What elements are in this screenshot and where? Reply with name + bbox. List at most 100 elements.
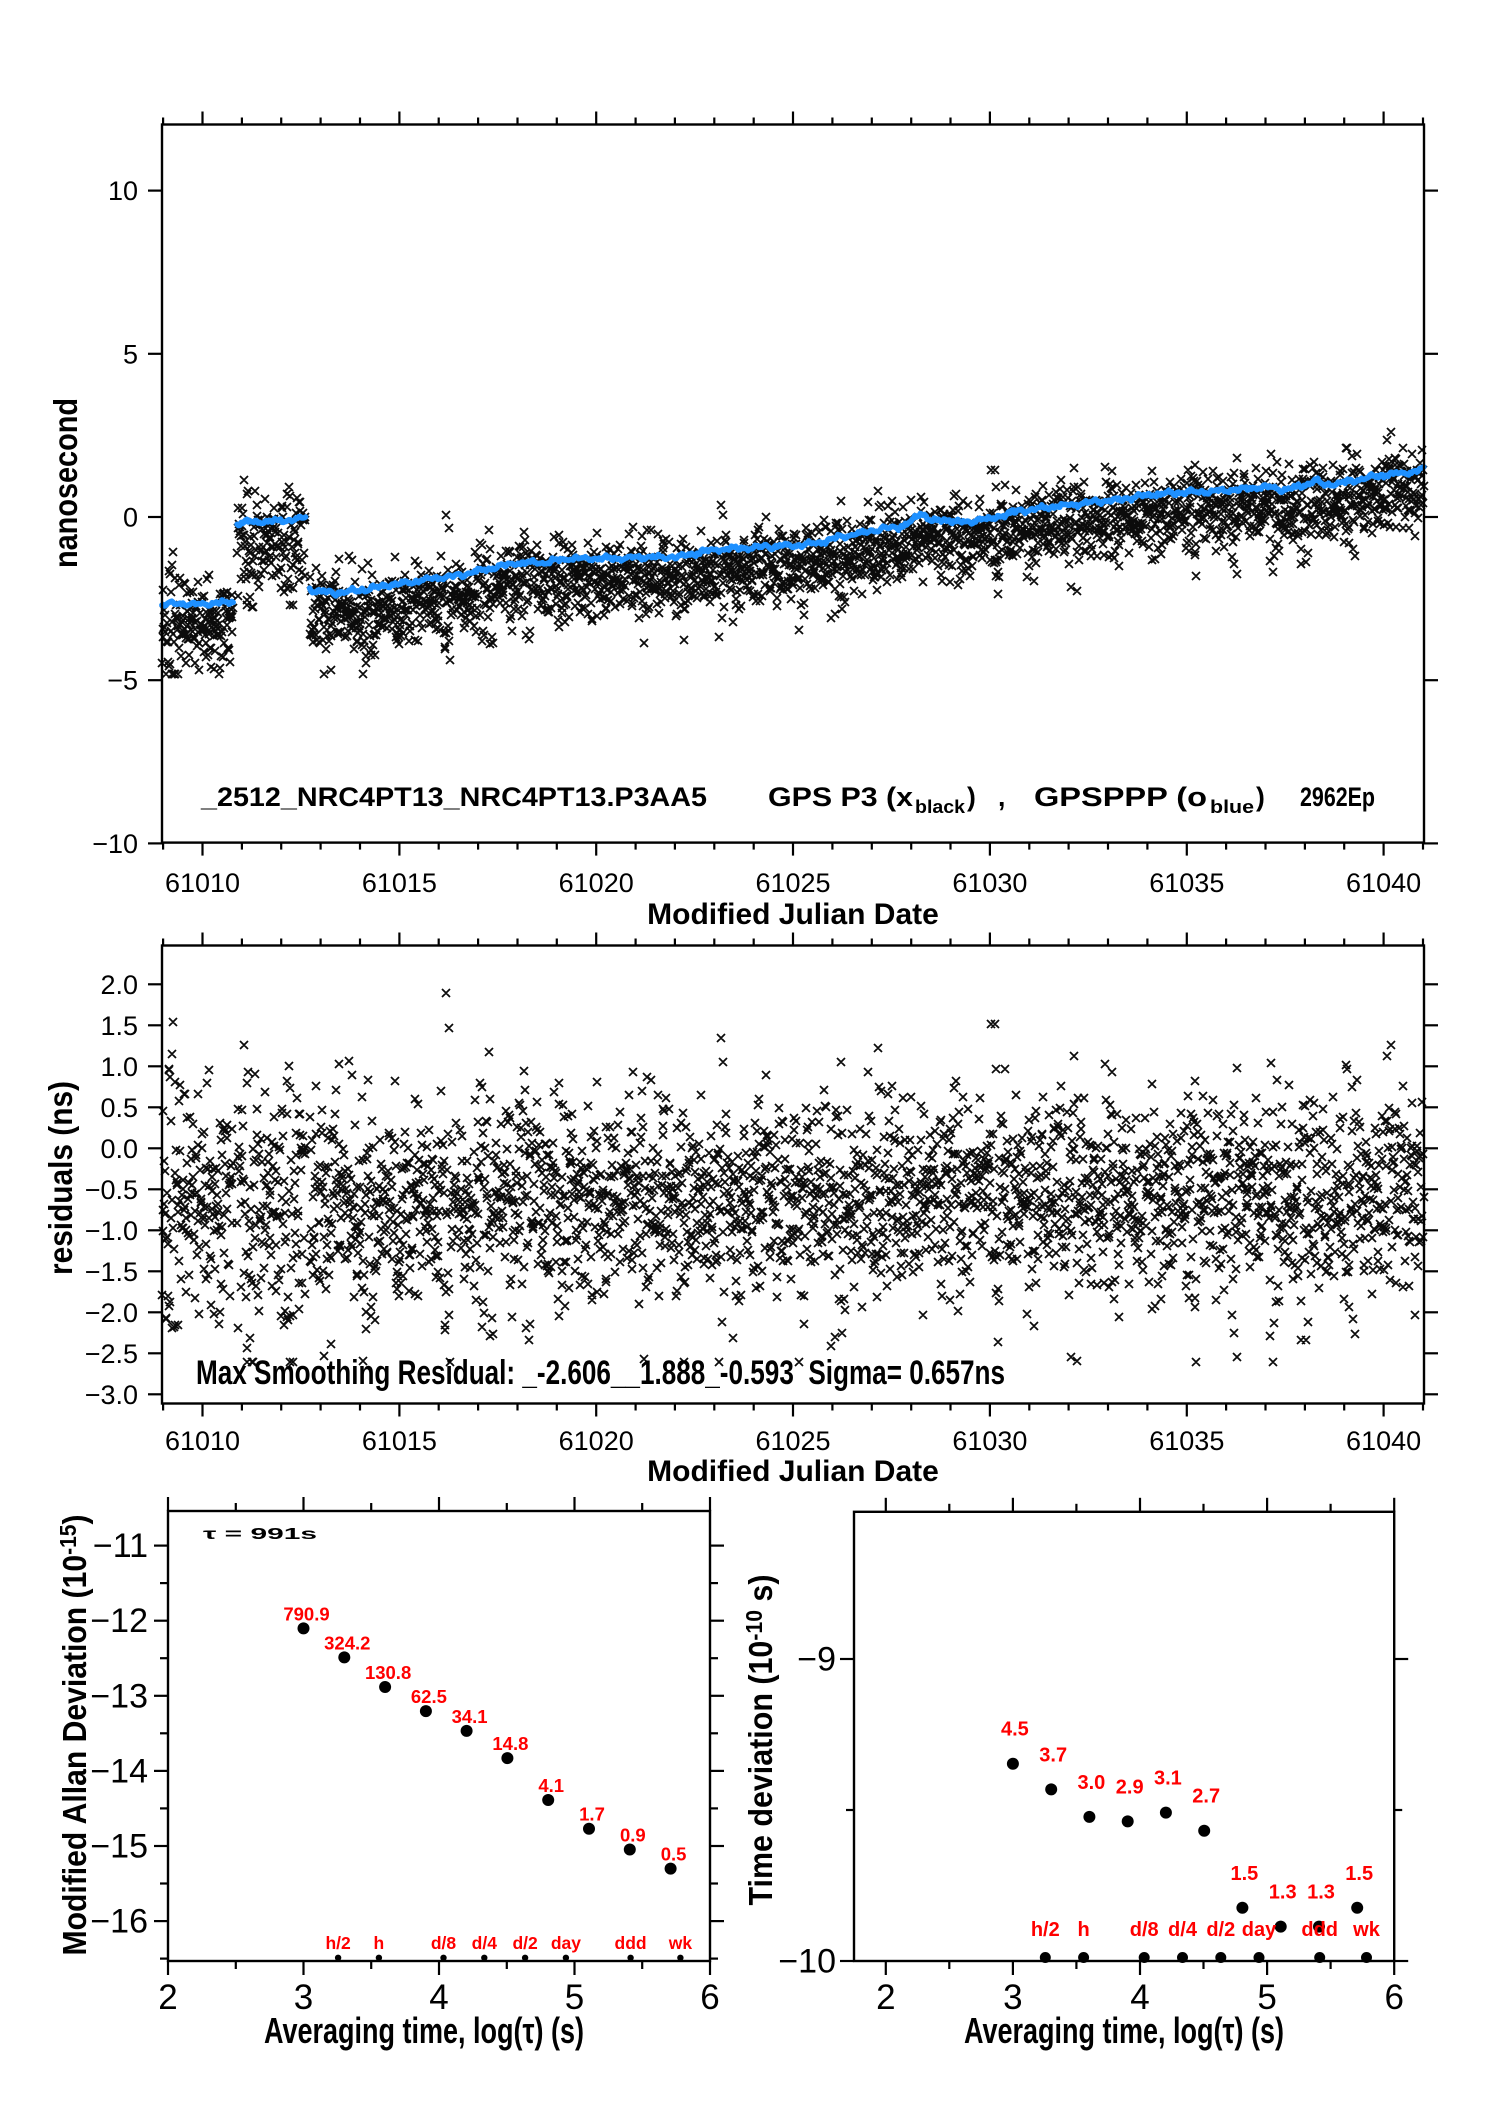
svg-text:2.9: 2.9 [1116,1776,1144,1798]
svg-text:wk: wk [1352,1919,1381,1941]
svg-text:1.5: 1.5 [100,1011,138,1041]
svg-text:Time deviation (10-10 s): Time deviation (10-10 s) [741,1575,779,1906]
svg-text:1.5: 1.5 [1230,1863,1258,1885]
svg-text:61040: 61040 [1346,1426,1421,1456]
svg-text:nanosecond: nanosecond [47,398,84,568]
svg-text:3: 3 [1003,1978,1022,2017]
svg-text:61040: 61040 [1346,868,1421,898]
svg-text:−15: −15 [90,1828,148,1866]
svg-text:,: , [998,782,1005,812]
svg-text:1.3: 1.3 [1307,1882,1335,1904]
svg-text:61010: 61010 [165,1426,240,1456]
svg-text:2.0: 2.0 [100,970,138,1000]
svg-text:−2.5: −2.5 [85,1339,138,1369]
svg-text:−3.0: −3.0 [85,1380,138,1410]
svg-text:wk: wk [668,1933,693,1953]
svg-text:324.2: 324.2 [324,1632,370,1653]
svg-text:GPS P3 (x: GPS P3 (x [768,782,913,812]
svg-text:d/4: d/4 [472,1933,498,1953]
svg-text:day: day [1242,1919,1277,1941]
svg-text:61015: 61015 [362,868,437,898]
svg-text:0.9: 0.9 [620,1825,646,1846]
svg-text:−1.0: −1.0 [85,1216,138,1246]
svg-text:d/8: d/8 [1130,1919,1159,1941]
svg-text:1.0: 1.0 [100,1052,138,1082]
svg-text:_2512_NRC4PT13_NRC4PT13.P3AA5: _2512_NRC4PT13_NRC4PT13.P3AA5 [200,782,707,812]
svg-text:2: 2 [158,1978,177,2017]
svg-text:10: 10 [108,176,138,206]
svg-text:6: 6 [1384,1978,1403,2017]
svg-text:2.7: 2.7 [1192,1786,1220,1808]
svg-text:blue: blue [1210,796,1254,817]
svg-text:5: 5 [1257,1978,1276,2017]
svg-text:day: day [551,1933,581,1953]
svg-text:−12: −12 [90,1602,148,1640]
svg-text:4.1: 4.1 [538,1775,564,1796]
svg-text:τ = 991s: τ = 991s [203,1526,317,1543]
svg-text:61015: 61015 [362,1426,437,1456]
svg-text:34.1: 34.1 [452,1706,488,1727]
svg-text:61025: 61025 [755,1426,830,1456]
svg-text:4: 4 [1130,1978,1149,2017]
svg-text:62.5: 62.5 [411,1686,447,1707]
svg-text:−13: −13 [90,1677,148,1715]
svg-text:−5: −5 [107,666,138,696]
svg-text:h/2: h/2 [1031,1919,1060,1941]
svg-text:5: 5 [565,1978,584,2017]
svg-text:130.8: 130.8 [365,1662,411,1683]
svg-text:61010: 61010 [165,868,240,898]
svg-text:790.9: 790.9 [283,1603,329,1624]
svg-text:0.0: 0.0 [100,1134,138,1164]
svg-text:5: 5 [123,339,138,369]
svg-text:4.5: 4.5 [1001,1719,1029,1741]
svg-text:d/8: d/8 [431,1933,457,1953]
svg-text:d/2: d/2 [512,1933,538,1953]
svg-text:3.0: 3.0 [1077,1772,1105,1794]
svg-text:Modified Julian Date: Modified Julian Date [647,1455,939,1488]
svg-text:2962Ep: 2962Ep [1300,782,1375,812]
svg-text:−2.0: −2.0 [85,1298,138,1328]
svg-text:61035: 61035 [1149,868,1224,898]
svg-text:GPSPPP (o: GPSPPP (o [1034,782,1207,812]
svg-text:Averaging time, log(τ) (s): Averaging time, log(τ) (s) [964,2010,1284,2051]
svg-text:−1.5: −1.5 [85,1257,138,1287]
svg-text:3.1: 3.1 [1154,1768,1182,1790]
svg-text:): ) [1256,782,1265,812]
svg-text:h: h [1077,1919,1089,1941]
svg-text:−10: −10 [778,1943,836,1981]
svg-text:61020: 61020 [559,1426,634,1456]
svg-text:residuals (ns): residuals (ns) [42,1081,79,1275]
svg-text:61035: 61035 [1149,1426,1224,1456]
svg-text:3: 3 [294,1978,313,2017]
svg-text:6: 6 [700,1978,719,2017]
svg-text:14.8: 14.8 [492,1733,528,1754]
svg-text:61020: 61020 [559,868,634,898]
svg-text:h/2: h/2 [325,1933,351,1953]
svg-text:Averaging time, log(τ) (s): Averaging time, log(τ) (s) [264,2010,584,2051]
svg-text:1.5: 1.5 [1345,1863,1373,1885]
svg-text:Modified Julian Date: Modified Julian Date [647,898,939,931]
svg-text:−9: −9 [797,1641,836,1679]
svg-text:0.5: 0.5 [661,1844,687,1865]
svg-text:61030: 61030 [952,868,1027,898]
svg-text:black: black [915,796,966,817]
svg-text:0.5: 0.5 [100,1093,138,1123]
svg-text:−16: −16 [90,1903,148,1941]
svg-text:−11: −11 [93,1527,148,1565]
svg-text:4: 4 [429,1978,448,2017]
svg-text:): ) [967,782,976,812]
svg-text:Modified Allan Deviation (10-1: Modified Allan Deviation (10-15) [55,1515,93,1956]
svg-text:61025: 61025 [755,868,830,898]
svg-text:−0.5: −0.5 [85,1175,138,1205]
svg-text:h: h [374,1933,385,1953]
svg-text:0: 0 [123,503,138,533]
svg-text:−14: −14 [90,1752,148,1790]
svg-text:ddd: ddd [615,1933,647,1953]
svg-text:61030: 61030 [952,1426,1027,1456]
svg-text:1.7: 1.7 [579,1804,605,1825]
svg-text:ddd: ddd [1301,1919,1338,1941]
svg-text:3.7: 3.7 [1039,1744,1067,1766]
svg-text:−10: −10 [92,829,138,859]
svg-text:1.3: 1.3 [1269,1882,1297,1904]
svg-text:d/2: d/2 [1206,1919,1235,1941]
